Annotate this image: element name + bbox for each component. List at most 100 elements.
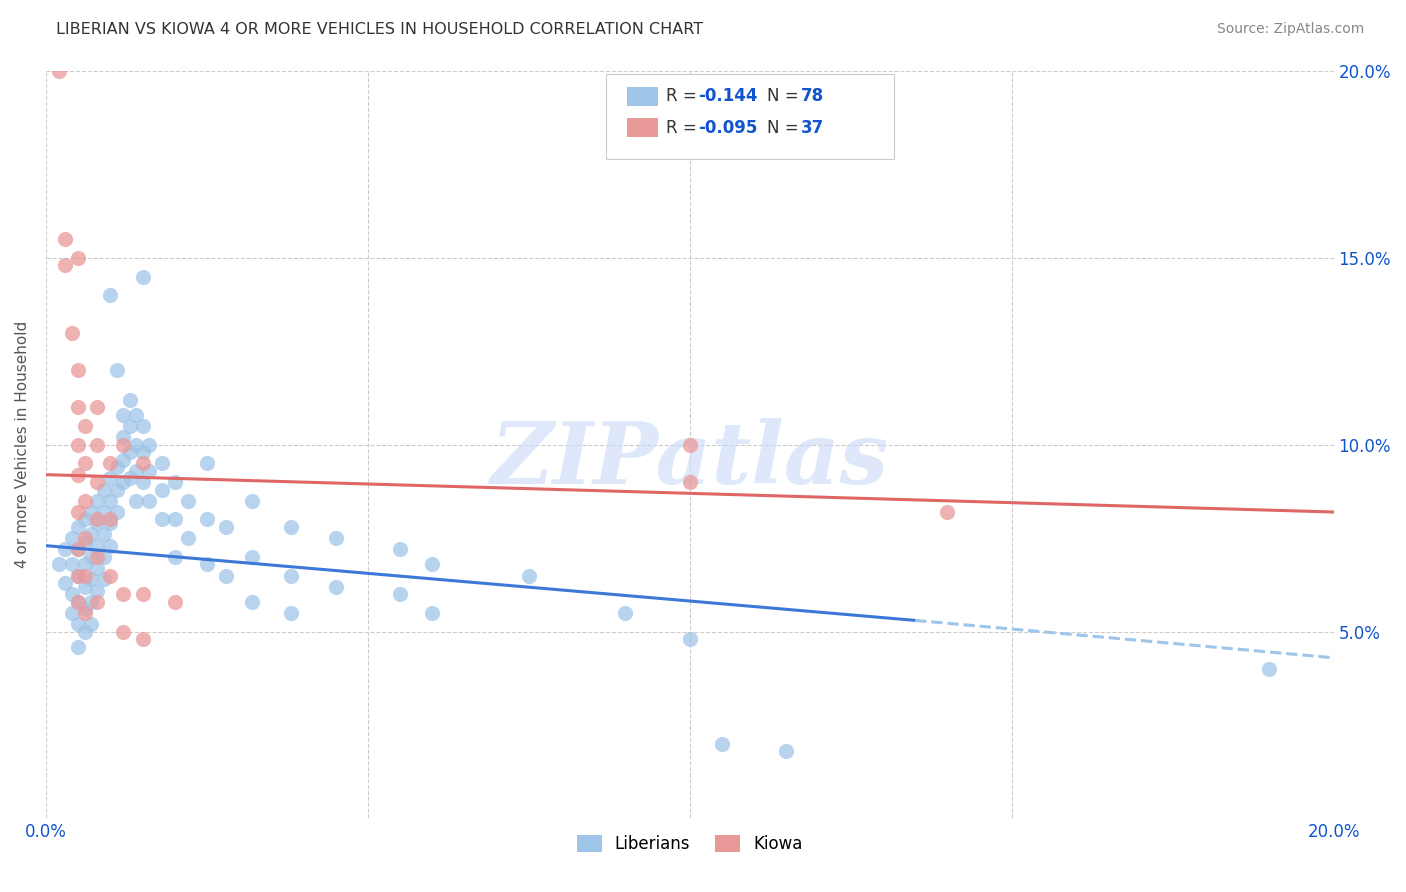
Point — [93, 527, 115, 541]
Point — [86, 438, 108, 452]
Text: -0.095: -0.095 — [699, 119, 758, 136]
Point — [118, 392, 141, 407]
Point — [112, 624, 135, 639]
Point — [112, 408, 135, 422]
Point — [86, 512, 108, 526]
Point — [48, 64, 70, 78]
Point — [118, 419, 141, 434]
Point — [98, 539, 121, 553]
Point — [389, 542, 412, 557]
Point — [163, 595, 186, 609]
Point — [73, 602, 96, 616]
Point — [215, 520, 238, 534]
Point — [73, 535, 96, 549]
Point — [150, 483, 173, 497]
Point — [614, 606, 637, 620]
FancyBboxPatch shape — [627, 87, 658, 106]
Point — [67, 520, 90, 534]
Point — [67, 251, 90, 265]
Point — [73, 512, 96, 526]
Point — [112, 475, 135, 490]
Y-axis label: 4 or more Vehicles in Household: 4 or more Vehicles in Household — [15, 321, 30, 568]
Point — [80, 595, 103, 609]
Point — [73, 624, 96, 639]
Point — [86, 561, 108, 575]
Point — [240, 595, 263, 609]
Point — [98, 568, 121, 582]
Point — [131, 632, 153, 646]
Point — [280, 606, 302, 620]
Point — [67, 568, 90, 582]
Point — [67, 568, 90, 582]
Point — [240, 549, 263, 564]
Point — [125, 493, 148, 508]
Point — [150, 457, 173, 471]
Point — [67, 542, 90, 557]
Point — [420, 606, 443, 620]
Point — [67, 363, 90, 377]
Point — [112, 438, 135, 452]
Point — [138, 464, 160, 478]
Point — [125, 464, 148, 478]
Point — [118, 445, 141, 459]
Point — [80, 572, 103, 586]
Point — [176, 531, 198, 545]
Point — [389, 587, 412, 601]
Point — [73, 568, 96, 582]
Point — [195, 457, 218, 471]
FancyBboxPatch shape — [627, 118, 658, 137]
Point — [86, 475, 108, 490]
Point — [67, 438, 90, 452]
Point — [67, 640, 90, 654]
Point — [112, 587, 135, 601]
Point — [60, 558, 83, 572]
Point — [131, 419, 153, 434]
Point — [98, 288, 121, 302]
Point — [73, 606, 96, 620]
Point — [176, 493, 198, 508]
Point — [131, 457, 153, 471]
Text: 37: 37 — [801, 119, 824, 136]
Point — [86, 583, 108, 598]
Point — [67, 595, 90, 609]
Point — [67, 467, 90, 482]
Point — [240, 493, 263, 508]
Point — [118, 471, 141, 485]
Point — [679, 632, 702, 646]
Point — [60, 606, 83, 620]
Point — [80, 549, 103, 564]
Point — [125, 438, 148, 452]
Point — [80, 527, 103, 541]
Point — [195, 558, 218, 572]
Point — [138, 493, 160, 508]
Point — [80, 505, 103, 519]
Point — [325, 531, 347, 545]
Point — [86, 493, 108, 508]
Point — [131, 587, 153, 601]
Point — [112, 452, 135, 467]
Point — [60, 587, 83, 601]
Point — [1258, 662, 1281, 676]
Point — [112, 430, 135, 444]
Text: ZIPatlas: ZIPatlas — [491, 418, 889, 501]
Text: Source: ZipAtlas.com: Source: ZipAtlas.com — [1216, 22, 1364, 37]
Point — [325, 580, 347, 594]
Point — [105, 460, 128, 475]
Text: LIBERIAN VS KIOWA 4 OR MORE VEHICLES IN HOUSEHOLD CORRELATION CHART: LIBERIAN VS KIOWA 4 OR MORE VEHICLES IN … — [56, 22, 703, 37]
Point — [73, 558, 96, 572]
Point — [67, 595, 90, 609]
Point — [48, 558, 70, 572]
Point — [86, 549, 108, 564]
Point — [105, 363, 128, 377]
Point — [163, 549, 186, 564]
Point — [93, 483, 115, 497]
Point — [86, 401, 108, 415]
Point — [53, 259, 76, 273]
Point — [98, 512, 121, 526]
Point — [93, 549, 115, 564]
Point — [98, 471, 121, 485]
Point — [105, 505, 128, 519]
Point — [98, 457, 121, 471]
Point — [280, 520, 302, 534]
FancyBboxPatch shape — [606, 74, 894, 159]
